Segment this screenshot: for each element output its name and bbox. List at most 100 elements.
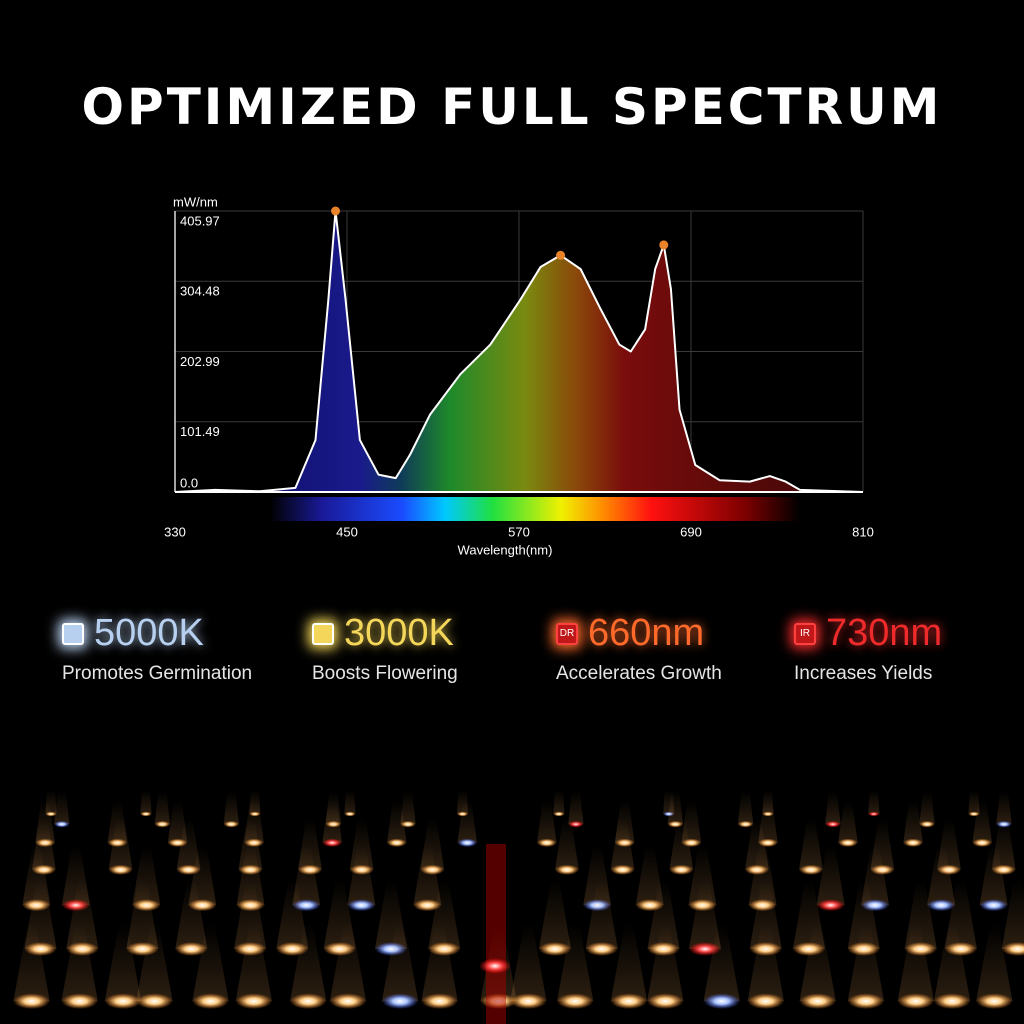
decor-beam [13, 923, 50, 1002]
decor-beam [553, 790, 565, 814]
decor-light [647, 993, 684, 1009]
decor-beam [140, 790, 152, 814]
decor-beam [747, 923, 784, 1002]
decor-beam [292, 845, 321, 906]
decor-light [175, 942, 208, 956]
decor-beam [192, 923, 229, 1002]
decor-light [747, 993, 784, 1009]
feature-description: Promotes Germination [62, 663, 253, 684]
decor-beam [108, 818, 133, 870]
feature-description: Increases Yields [794, 663, 933, 684]
decor-light [933, 993, 971, 1009]
decor-beam [400, 791, 416, 825]
feature-value: 5000K [94, 612, 204, 654]
decor-beam [329, 923, 367, 1002]
x-tick-label: 330 [164, 524, 186, 539]
decor-light [347, 899, 376, 912]
decor-light [344, 811, 356, 817]
feature-row: 3000K [312, 612, 552, 655]
feature-description: Accelerates Growth [556, 663, 722, 684]
decor-beam [381, 923, 419, 1002]
decor-light [538, 942, 572, 956]
feature: 5000K Promotes Germination [62, 612, 302, 685]
decor-light [825, 820, 841, 828]
decor-beam [749, 880, 782, 949]
decor-beam [838, 800, 858, 843]
decor-beam [486, 844, 506, 1024]
y-tick-label: 304.48 [180, 284, 220, 299]
decor-beam [610, 818, 635, 870]
decor-beam [568, 791, 584, 825]
decor-light [568, 820, 584, 828]
peak-marker [556, 250, 566, 260]
decor-beam [635, 845, 664, 906]
decor-beam [669, 818, 694, 870]
decor-beam [289, 923, 327, 1002]
feature-icon [62, 622, 84, 645]
feature-row: 5000K [62, 612, 302, 655]
decor-light [381, 993, 419, 1009]
y-tick-label: 405.97 [180, 213, 220, 228]
decor-beam [386, 800, 407, 843]
area-fill [175, 211, 863, 492]
feature-value: 730nm [826, 612, 943, 654]
decor-beam [972, 800, 992, 843]
decor-light [972, 838, 992, 847]
decor-beam [347, 845, 376, 906]
decor-light [799, 864, 823, 875]
decor-beam [903, 800, 923, 843]
feature-description: Boosts Flowering [312, 663, 458, 684]
feature-value: 3000K [344, 612, 454, 654]
x-tick-label: 690 [680, 524, 702, 539]
decor-light [553, 811, 565, 817]
decor-beam [235, 923, 273, 1002]
decor-beam [457, 800, 478, 843]
decor-light [1001, 942, 1024, 956]
decor-beam [555, 818, 579, 870]
decor-beam [996, 791, 1012, 825]
decor-beam [1001, 880, 1024, 949]
decor-light [136, 993, 173, 1009]
feature: DR 660nm Accelerates Growth [556, 612, 796, 685]
decor-beam [688, 880, 722, 949]
decor-light [669, 864, 694, 875]
decor-lights [13, 790, 1024, 1024]
decor-light [927, 899, 956, 912]
decor-beam [413, 845, 442, 906]
decor-light [140, 811, 152, 817]
decor-light [104, 993, 142, 1009]
peak-marker [659, 240, 669, 250]
line [174, 210, 864, 493]
decor-beam [927, 845, 956, 906]
x-tick-label: 450 [336, 524, 358, 539]
decor-beam [276, 880, 309, 949]
feature: 3000K Boosts Flowering [312, 612, 552, 685]
decor-light [976, 993, 1013, 1009]
decor-light [235, 993, 273, 1009]
decor-light [838, 838, 858, 847]
decor-beam [223, 791, 240, 825]
decor-beam [610, 923, 648, 1002]
decor-light [556, 993, 594, 1009]
decor-light [13, 993, 50, 1009]
decor-beam [344, 790, 356, 814]
feature-icon: IR [794, 622, 816, 645]
decor-light [919, 820, 935, 828]
x-axis-label: Wavelength(nm) [458, 542, 553, 557]
decor-light [457, 838, 478, 847]
decor-beam [236, 845, 265, 906]
x-tick-label: 810 [852, 524, 874, 539]
decor-light [897, 993, 934, 1009]
decor-light [816, 899, 845, 912]
decor-light [223, 820, 240, 828]
decor-light [703, 993, 740, 1009]
decor-beam [421, 923, 458, 1002]
decor-beam [979, 845, 1008, 906]
decor-beam [322, 800, 342, 843]
decor-beam [667, 791, 684, 825]
decor-beam [847, 880, 880, 949]
decor-beam [825, 791, 841, 825]
decor-beam [61, 923, 98, 1002]
decor-light [555, 864, 579, 875]
